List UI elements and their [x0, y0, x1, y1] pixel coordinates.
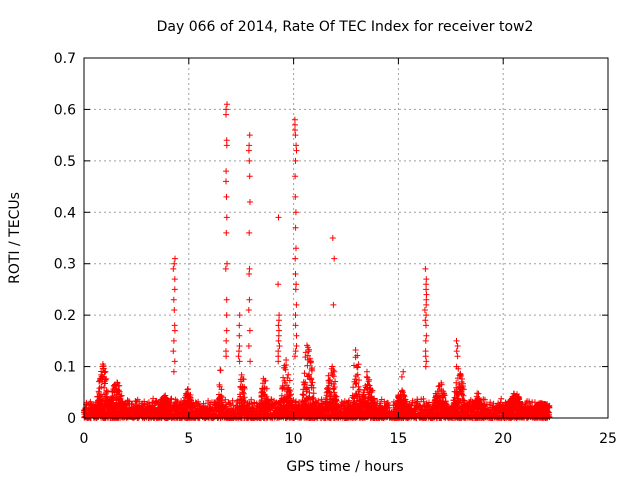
x-tick-label: 25 [599, 431, 617, 447]
y-axis-label: ROTI / TECUs [7, 192, 23, 284]
roti-point [195, 398, 202, 405]
roti-point [205, 397, 212, 404]
roti-point [315, 397, 322, 404]
roti-point [129, 401, 136, 407]
x-tick-label: 10 [285, 431, 303, 447]
y-tick-label: 0 [67, 411, 76, 427]
roti-point [200, 400, 207, 407]
roti-point [141, 398, 148, 405]
y-tick-label: 0.2 [54, 308, 76, 324]
y-tick-label: 0.7 [54, 51, 76, 67]
y-tick-label: 0.1 [54, 360, 76, 376]
y-tick-label: 0.4 [54, 205, 76, 221]
y-tick-label: 0.3 [54, 257, 76, 273]
roti-point [420, 395, 427, 402]
grid-layer [84, 58, 608, 418]
x-axis-label: GPS time / hours [286, 459, 403, 475]
roti-point [227, 401, 234, 408]
x-tick-label: 0 [80, 431, 89, 447]
roti-point [318, 396, 325, 403]
roti-point [377, 400, 384, 407]
roti-point [222, 396, 229, 403]
roti-point [346, 397, 352, 404]
chart-title: Day 066 of 2014, Rate Of TEC Index for r… [157, 19, 534, 35]
y-tick-label: 0.6 [54, 102, 76, 118]
y-tick-label: 0.5 [54, 154, 76, 170]
roti-point [168, 395, 175, 402]
roti-point [248, 396, 255, 403]
data-layer [81, 101, 553, 421]
x-tick-label: 15 [389, 431, 407, 447]
x-tick-label: 20 [494, 431, 512, 447]
roti-point [230, 402, 237, 409]
x-tick-label: 5 [184, 431, 193, 447]
